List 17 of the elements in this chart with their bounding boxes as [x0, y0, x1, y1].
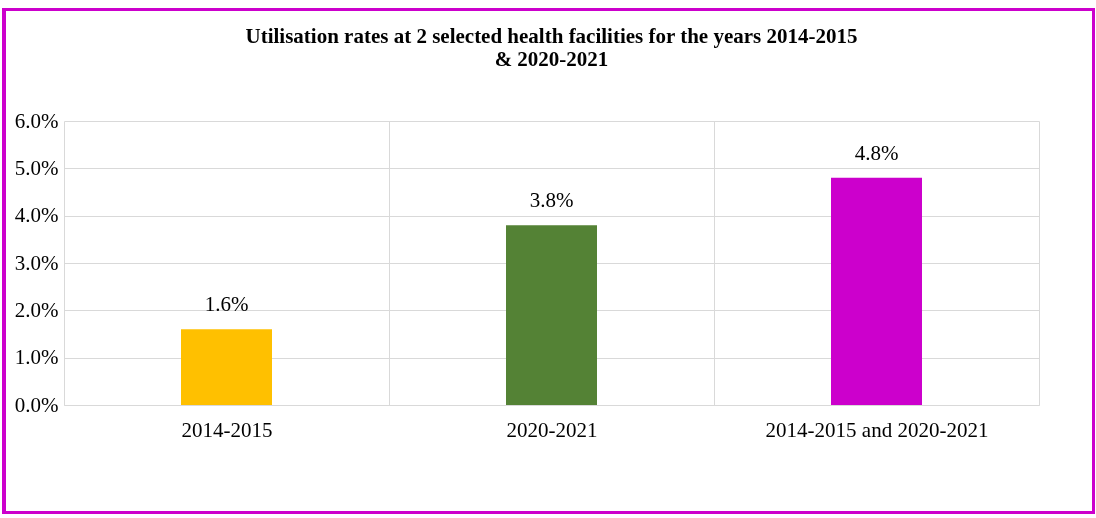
data-label: 4.8% — [854, 140, 899, 165]
chart-title: Utilisation rates at 2 selected health facilities for the years 2014-2015 & 2020-2021 — [245, 24, 858, 71]
y-tick-label: 3.0% — [14, 250, 59, 275]
y-tick-label: 6.0% — [14, 108, 59, 133]
y-tick-label: 4.0% — [14, 203, 59, 228]
data-label: 1.6% — [204, 292, 249, 317]
y-tick-label: 2.0% — [14, 297, 59, 322]
y-tick-label: 0.0% — [14, 392, 59, 417]
bar — [831, 177, 922, 405]
x-tick-label: 2014-2015 — [181, 417, 273, 442]
x-tick-label: 2014-2015 and 2020-2021 — [765, 417, 989, 442]
y-tick-label: 1.0% — [14, 345, 59, 370]
bar — [506, 225, 597, 405]
y-tick-label: 5.0% — [14, 155, 59, 180]
x-tick-label: 2020-2021 — [506, 417, 598, 442]
bar — [181, 329, 272, 405]
data-label: 3.8% — [529, 188, 574, 213]
